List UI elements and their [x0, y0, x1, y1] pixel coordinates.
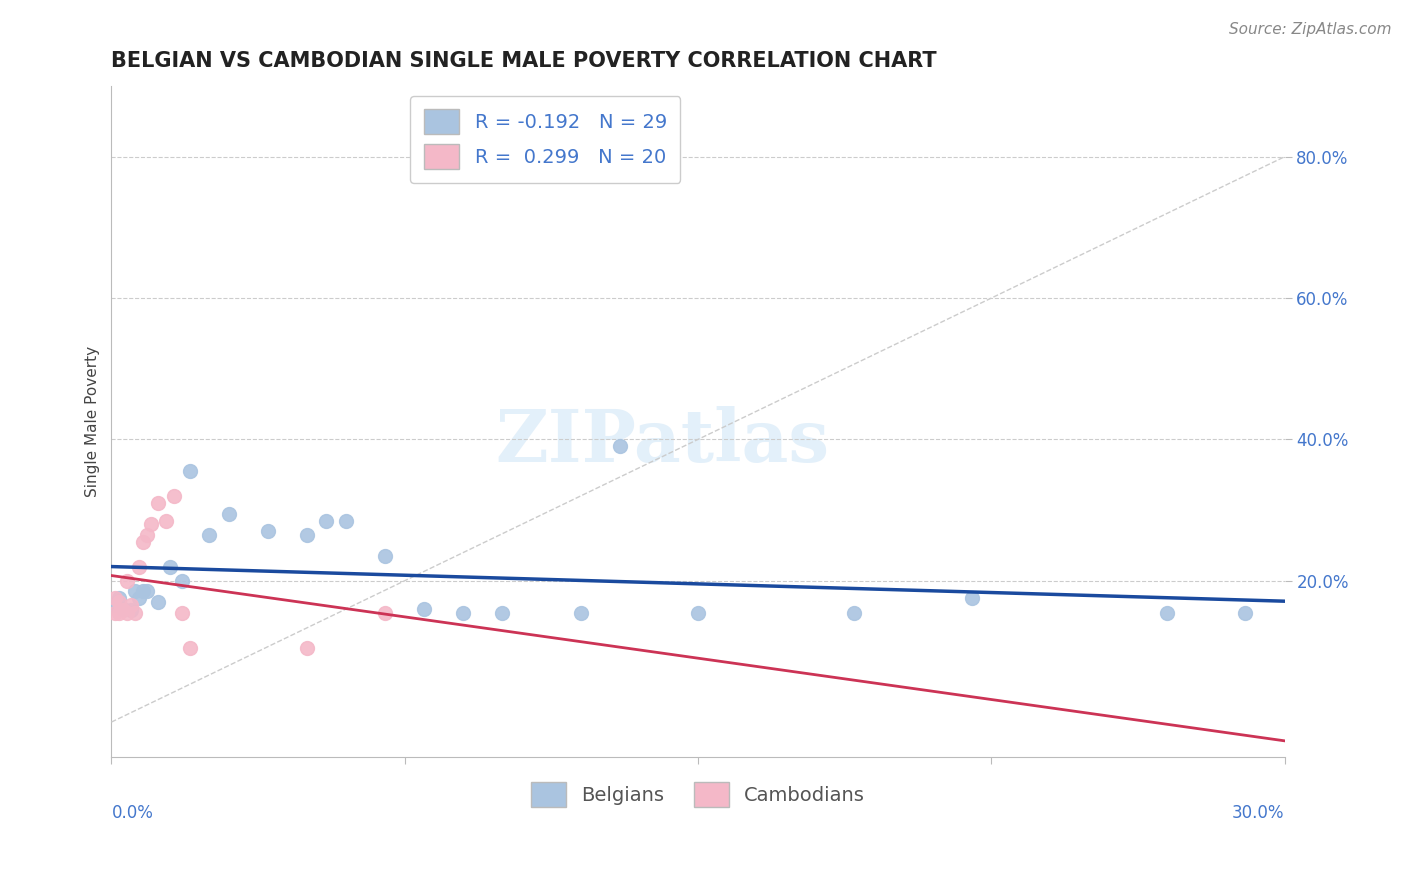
Point	[569, 606, 592, 620]
Point	[256, 524, 278, 539]
Point	[491, 606, 513, 620]
Point	[315, 514, 337, 528]
Point	[170, 606, 193, 620]
Point	[163, 489, 186, 503]
Point	[159, 559, 181, 574]
Point	[960, 591, 983, 606]
Point	[609, 440, 631, 454]
Point	[135, 584, 157, 599]
Point	[295, 640, 318, 655]
Point	[295, 528, 318, 542]
Point	[686, 606, 709, 620]
Text: 0.0%: 0.0%	[111, 805, 153, 822]
Text: Source: ZipAtlas.com: Source: ZipAtlas.com	[1229, 22, 1392, 37]
Point	[374, 606, 396, 620]
Point	[120, 603, 142, 617]
Y-axis label: Single Male Poverty: Single Male Poverty	[86, 346, 100, 498]
Point	[179, 640, 201, 655]
Point	[1156, 606, 1178, 620]
Point	[124, 606, 146, 620]
Point	[170, 574, 193, 588]
Text: BELGIAN VS CAMBODIAN SINGLE MALE POVERTY CORRELATION CHART: BELGIAN VS CAMBODIAN SINGLE MALE POVERTY…	[111, 51, 936, 70]
Point	[112, 603, 135, 617]
Point	[374, 549, 396, 563]
Point	[124, 584, 146, 599]
Point	[218, 507, 240, 521]
Point	[139, 517, 162, 532]
Point	[148, 595, 170, 609]
Point	[108, 606, 131, 620]
Point	[453, 606, 475, 620]
Point	[413, 602, 436, 616]
Point	[135, 528, 157, 542]
Point	[104, 606, 127, 620]
Point	[120, 599, 142, 613]
Point	[155, 514, 177, 528]
Text: 30.0%: 30.0%	[1232, 805, 1285, 822]
Point	[104, 599, 127, 613]
Point	[179, 464, 201, 478]
Point	[335, 514, 357, 528]
Point	[844, 606, 866, 620]
Text: ZIPatlas: ZIPatlas	[496, 407, 830, 477]
Point	[198, 528, 221, 542]
Point	[112, 602, 135, 616]
Point	[108, 591, 131, 606]
Point	[128, 591, 150, 606]
Point	[128, 559, 150, 574]
Point	[115, 606, 138, 620]
Point	[131, 534, 153, 549]
Point	[108, 595, 131, 609]
Point	[148, 496, 170, 510]
Point	[1234, 606, 1257, 620]
Legend: Belgians, Cambodians: Belgians, Cambodians	[523, 774, 873, 814]
Point	[104, 591, 127, 606]
Point	[131, 584, 153, 599]
Point	[115, 574, 138, 588]
